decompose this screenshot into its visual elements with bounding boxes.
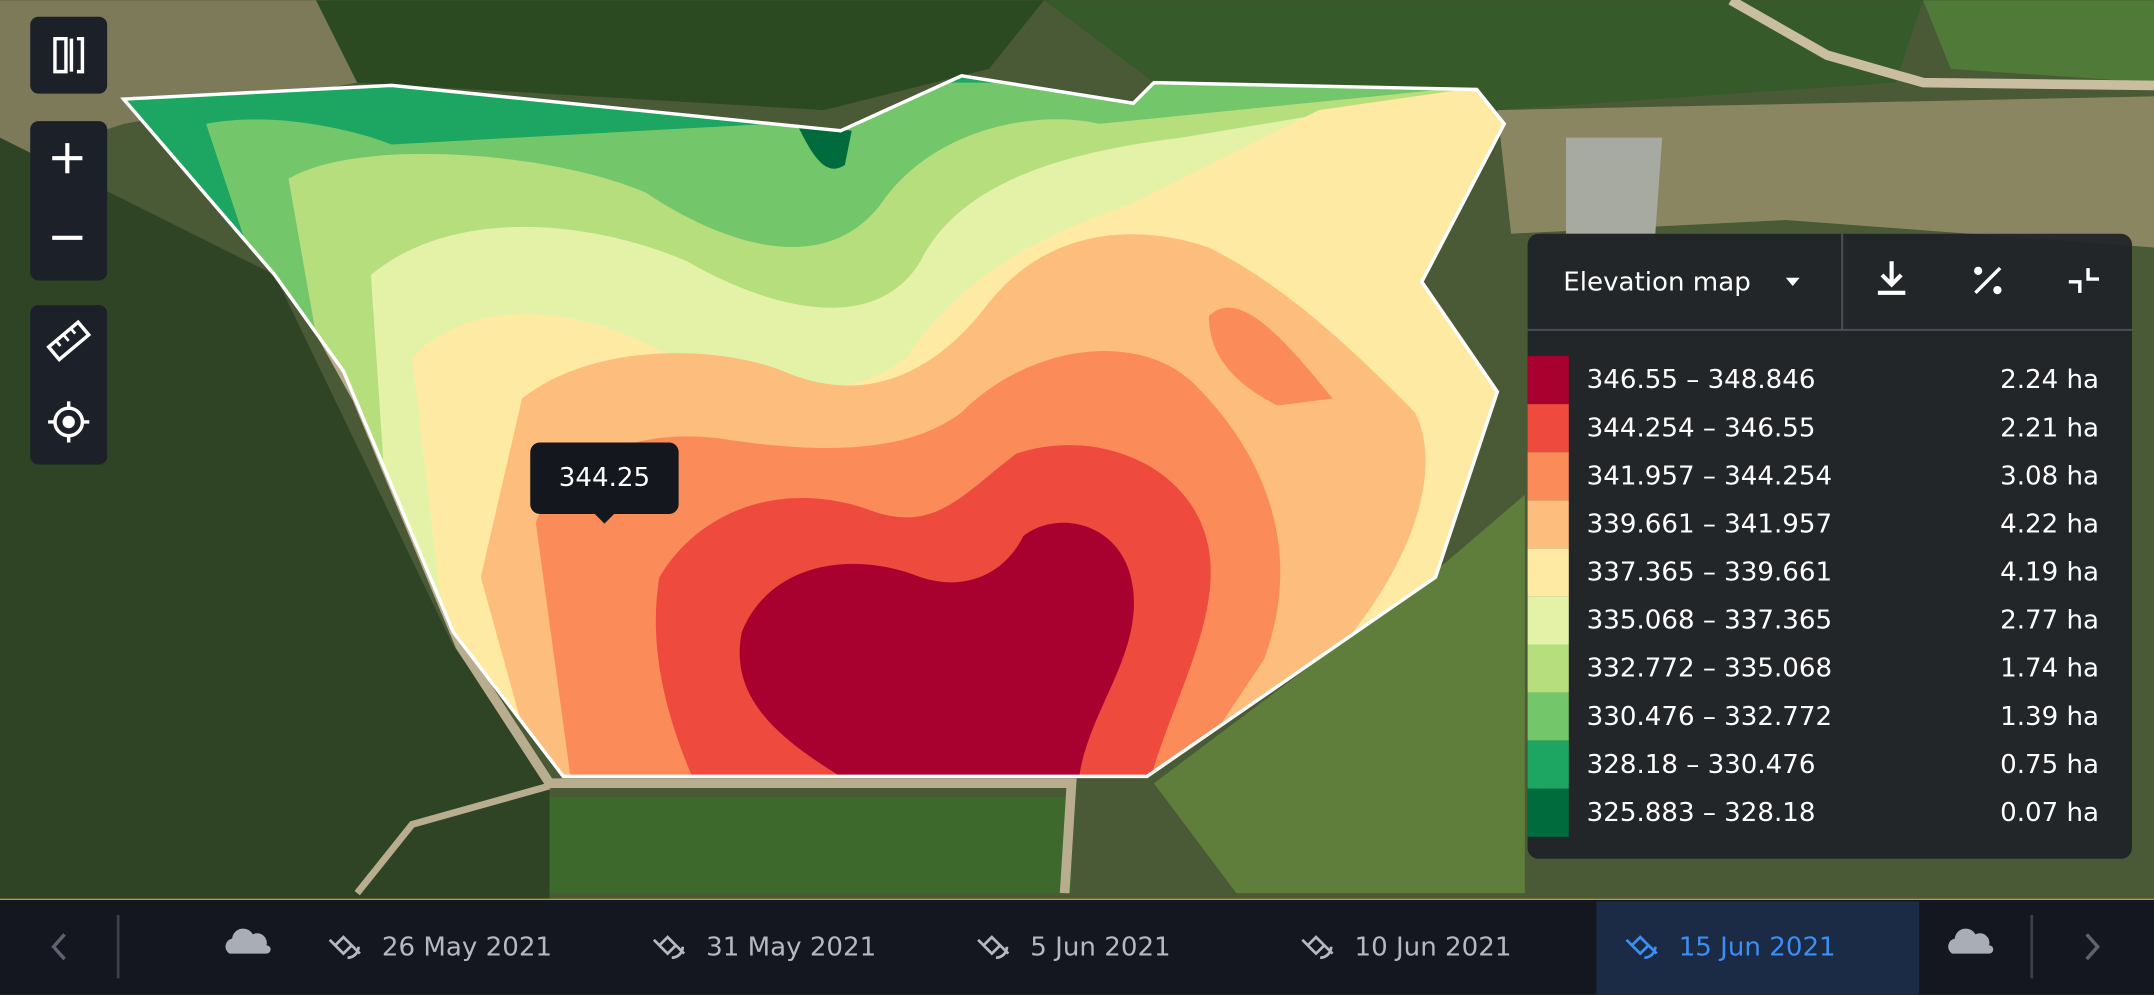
timeline-bar: 26 May 2021 31 May 2021 5 Jun 2021 10 Jun 2… xyxy=(0,898,2154,995)
legend-range: 341.957 – 344.254 xyxy=(1587,461,1832,491)
date-label: 10 Jun 2021 xyxy=(1354,933,1511,963)
legend-range: 325.883 – 328.18 xyxy=(1587,798,1816,828)
zoom-group xyxy=(30,121,108,281)
satellite-icon xyxy=(977,935,1010,960)
date-label: 15 Jun 2021 xyxy=(1679,933,1836,963)
next-button[interactable] xyxy=(2085,933,2100,961)
date-label: 26 May 2021 xyxy=(382,933,552,963)
ruler-button[interactable] xyxy=(46,319,92,362)
legend-range: 337.365 – 339.661 xyxy=(1587,558,1832,588)
legend-area: 3.08 ha xyxy=(2000,461,2099,491)
legend-area: 4.19 ha xyxy=(2000,558,2099,588)
legend-swatch xyxy=(1527,404,1569,453)
cloud-filter[interactable] xyxy=(1948,928,1994,954)
legend-area: 1.74 ha xyxy=(2000,654,2099,684)
legend-area: 0.07 ha xyxy=(2000,798,2099,828)
legend-area: 0.75 ha xyxy=(2000,750,2099,780)
legend-range: 330.476 – 332.772 xyxy=(1587,702,1832,732)
percent-button[interactable] xyxy=(1974,266,2002,295)
legend-range: 344.254 – 346.55 xyxy=(1587,413,1816,443)
satellite-icon xyxy=(328,935,361,960)
map-controls xyxy=(30,16,108,465)
legend-range: 339.661 – 341.957 xyxy=(1587,509,1832,539)
legend-range: 335.068 – 337.365 xyxy=(1587,606,1832,636)
field-outline xyxy=(120,73,1507,779)
compare-button[interactable] xyxy=(30,16,108,94)
locate-button[interactable] xyxy=(48,401,90,443)
legend-range: 328.18 – 330.476 xyxy=(1587,750,1816,780)
cloud-icon xyxy=(225,928,271,954)
legend-area: 2.21 ha xyxy=(2000,413,2099,443)
prev-button[interactable] xyxy=(51,933,66,961)
legend-swatch xyxy=(1527,548,1569,597)
timeline-date[interactable]: 31 May 2021 xyxy=(652,933,876,963)
date-label: 31 May 2021 xyxy=(706,933,876,963)
legend-swatch xyxy=(1527,692,1569,741)
compare-icon xyxy=(53,36,85,74)
satellite-icon xyxy=(652,935,686,960)
tooltip-value: 344.25 xyxy=(559,463,650,493)
legend-area: 1.39 ha xyxy=(2000,702,2099,732)
legend-swatch xyxy=(1527,788,1569,837)
zoom-in-button[interactable] xyxy=(52,143,83,174)
date-label: 5 Jun 2021 xyxy=(1030,933,1170,963)
timeline-date[interactable]: 26 May 2021 xyxy=(328,933,552,963)
legend-area: 4.22 ha xyxy=(2000,509,2099,539)
collapse-button[interactable] xyxy=(2068,268,2100,293)
timeline-date[interactable]: 5 Jun 2021 xyxy=(977,933,1171,963)
legend-swatch xyxy=(1527,596,1569,645)
dropdown-arrow[interactable] xyxy=(1785,277,1800,286)
legend-area: 2.24 ha xyxy=(2000,365,2099,395)
download-button[interactable] xyxy=(1877,261,1906,295)
legend-range: 346.55 – 348.846 xyxy=(1587,365,1816,395)
cloud-icon xyxy=(1948,928,1994,954)
cloud-filter[interactable] xyxy=(225,928,271,954)
legend-swatch xyxy=(1527,740,1569,789)
legend-swatch xyxy=(1527,452,1569,501)
layer-select[interactable]: Elevation map xyxy=(1563,268,1750,298)
timeline-date[interactable]: 10 Jun 2021 xyxy=(1301,933,1511,963)
elevation-layer xyxy=(123,75,1505,777)
timeline-date[interactable]: 15 Jun 2021 xyxy=(1596,901,1920,995)
satellite-icon xyxy=(1301,935,1334,960)
tooltip: 344.25 xyxy=(530,442,679,524)
legend-area: 2.77 ha xyxy=(2000,606,2099,636)
satellite-icon xyxy=(1625,935,1658,960)
legend-swatch xyxy=(1527,644,1569,693)
legend-range: 332.772 – 335.068 xyxy=(1587,654,1832,684)
legend-swatch xyxy=(1527,356,1569,405)
legend-swatch xyxy=(1527,500,1569,549)
legend-panel: Elevation map 346.55 – 348.846 2.24 ha 344… xyxy=(1527,233,2133,859)
